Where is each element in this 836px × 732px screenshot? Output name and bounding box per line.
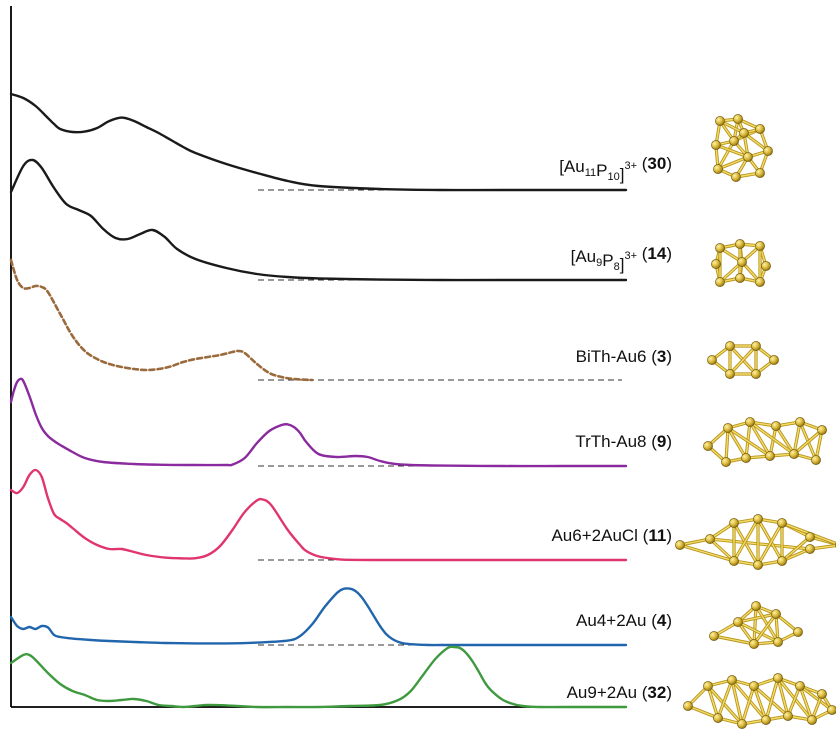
cluster-structure-5 <box>675 514 836 570</box>
spectrum-curve-1 <box>9 92 628 192</box>
spectrum-curve-3 <box>9 258 314 382</box>
cluster-structure-6 <box>709 601 803 649</box>
series-label-7: Au9+2Au (32) <box>567 683 672 702</box>
spectrum-curve-5 <box>9 468 628 562</box>
cluster-structure-1 <box>711 114 773 182</box>
series-label-4: TrTh-Au8 (9) <box>575 432 672 451</box>
series-label-3: BiTh-Au6 (3) <box>576 347 672 366</box>
spectrum-curve-6 <box>9 587 628 647</box>
spectrum-curve-2 <box>9 158 628 282</box>
cluster-structure-4 <box>703 417 827 467</box>
cluster-structure-3 <box>707 341 779 379</box>
cluster-structure-7 <box>683 673 836 729</box>
spectrum-curve-4 <box>9 377 628 468</box>
series-label-1: [Au11P10]3+ (30) <box>559 154 672 184</box>
series-label-2: [Au9P8]3+ (14) <box>571 244 672 274</box>
cluster-structure-2 <box>711 239 771 287</box>
series-label-6: Au4+2Au (4) <box>576 611 672 630</box>
series-label-5: Au6+2AuCl (11) <box>551 526 672 545</box>
spectrum-curve-7 <box>9 645 628 709</box>
